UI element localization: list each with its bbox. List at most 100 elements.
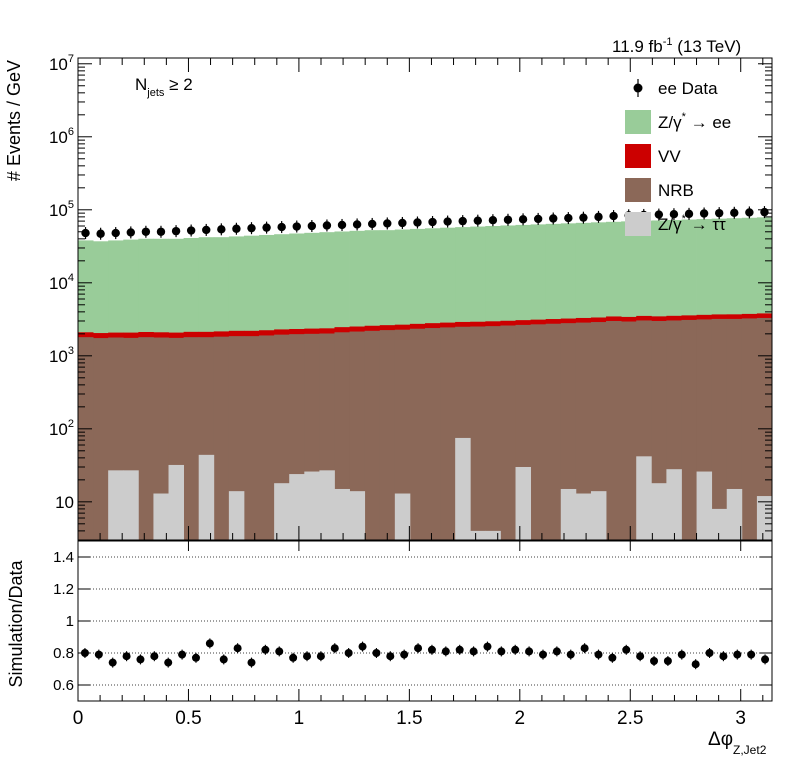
ratio-point [441,647,450,656]
data-point [594,212,603,222]
data-point [292,222,301,231]
bar-1-12 [259,335,275,540]
bar-0-15 [304,471,320,540]
data-point [383,219,392,228]
ratio-point [205,639,214,648]
bar-1-4 [138,337,154,540]
ratio-point [122,652,131,661]
bar-1-22 [409,328,426,540]
ratio-point [94,650,103,659]
data-point [533,214,543,224]
ratio-point [608,653,617,662]
bar-0-27 [485,530,501,540]
y-tick-label: 106 [49,126,74,147]
bar-0-21 [394,493,411,540]
bar-1-17 [334,332,350,540]
bar-0-34 [590,491,607,540]
bar-1-7 [183,337,200,540]
ratio-point [386,652,395,661]
data-point [654,210,664,219]
data-point [262,223,271,232]
bar-0-6 [168,464,185,540]
data-point [368,219,377,229]
bar-1-36 [621,321,637,540]
legend-label: Z/γ* → ττ [658,213,726,234]
bar-1-9 [213,336,230,540]
ratio-point [650,657,659,665]
legend-swatch [625,144,651,168]
bar-1-40 [681,319,697,540]
bar-0-5 [153,493,169,540]
y-tick-label: 104 [49,272,74,293]
data-point [232,224,241,233]
bar-1-28 [500,325,516,540]
data-point [277,222,286,232]
data-point [398,218,407,228]
ratio-tick-label: 1.4 [53,549,74,566]
bar-0-41 [696,471,713,540]
ratio-point [191,653,200,662]
ratio-tick-label: 0.8 [53,645,74,662]
ratio-point [316,652,325,661]
bar-1-44 [741,318,758,540]
luminosity-label: 11.9 fb-1 (13 TeV) [612,36,741,56]
ratio-point [511,645,520,654]
ratio-point [247,658,256,667]
ratio-point [372,649,381,657]
bar-1-5 [153,337,169,540]
data-point [730,208,739,217]
ratio-tick-label: 1.2 [53,581,74,598]
ratio-point [719,652,728,661]
x-axis-label: ΔφZ,Jet2 [708,729,767,757]
bar-0-32 [560,488,577,540]
ratio-pad-frame [77,540,773,702]
ratio-point [108,658,117,667]
ratio-point [427,645,436,654]
bar-1-30 [530,324,547,540]
data-point [111,228,120,238]
data-point [549,214,558,223]
data-point [579,213,588,222]
bar-0-13 [274,483,290,540]
ratio-point [497,647,506,656]
ratio-point [580,644,589,653]
x-tick-label: 0 [73,708,84,729]
ratio-point [178,650,187,659]
ratio-point [552,647,561,656]
data-point [503,215,513,224]
ratio-point [275,647,284,656]
data-point [156,227,166,236]
data-point [352,220,362,229]
bar-1-35 [606,320,622,540]
bar-0-26 [470,530,486,540]
ratio-point [705,649,714,657]
bar-0-10 [228,491,245,540]
data-point [715,208,724,218]
bar-1-10 [228,336,245,540]
ratio-point [136,655,145,664]
bar-0-8 [198,454,215,540]
data-point [247,223,256,233]
legend-swatch [625,110,651,134]
legend-label: ee Data [658,79,718,98]
bar-1-23 [425,328,441,540]
data-point [126,228,135,237]
x-tick-label: 1.5 [396,708,422,729]
ratio-point [761,655,770,664]
ratio-point [303,652,312,661]
bar-1-33 [575,322,592,540]
bar-0-29 [515,466,532,540]
bar-0-18 [349,491,366,540]
bar-1-31 [545,323,562,540]
ratio-point [150,652,159,661]
ratio-point [733,650,742,659]
bar-0-37 [636,456,652,540]
data-point [322,221,332,230]
data-point [684,209,694,219]
y-tick-label: 102 [49,418,74,439]
bar-0-43 [726,488,743,540]
y-tick-label: 10 [55,493,74,512]
legend-label: VV [658,147,681,166]
data-point [473,216,482,225]
axes: 107 106 105 104 103 102 10 0 0.5 1 1.5 2 2.5 3 1.4 1.2 1… [49,53,772,729]
